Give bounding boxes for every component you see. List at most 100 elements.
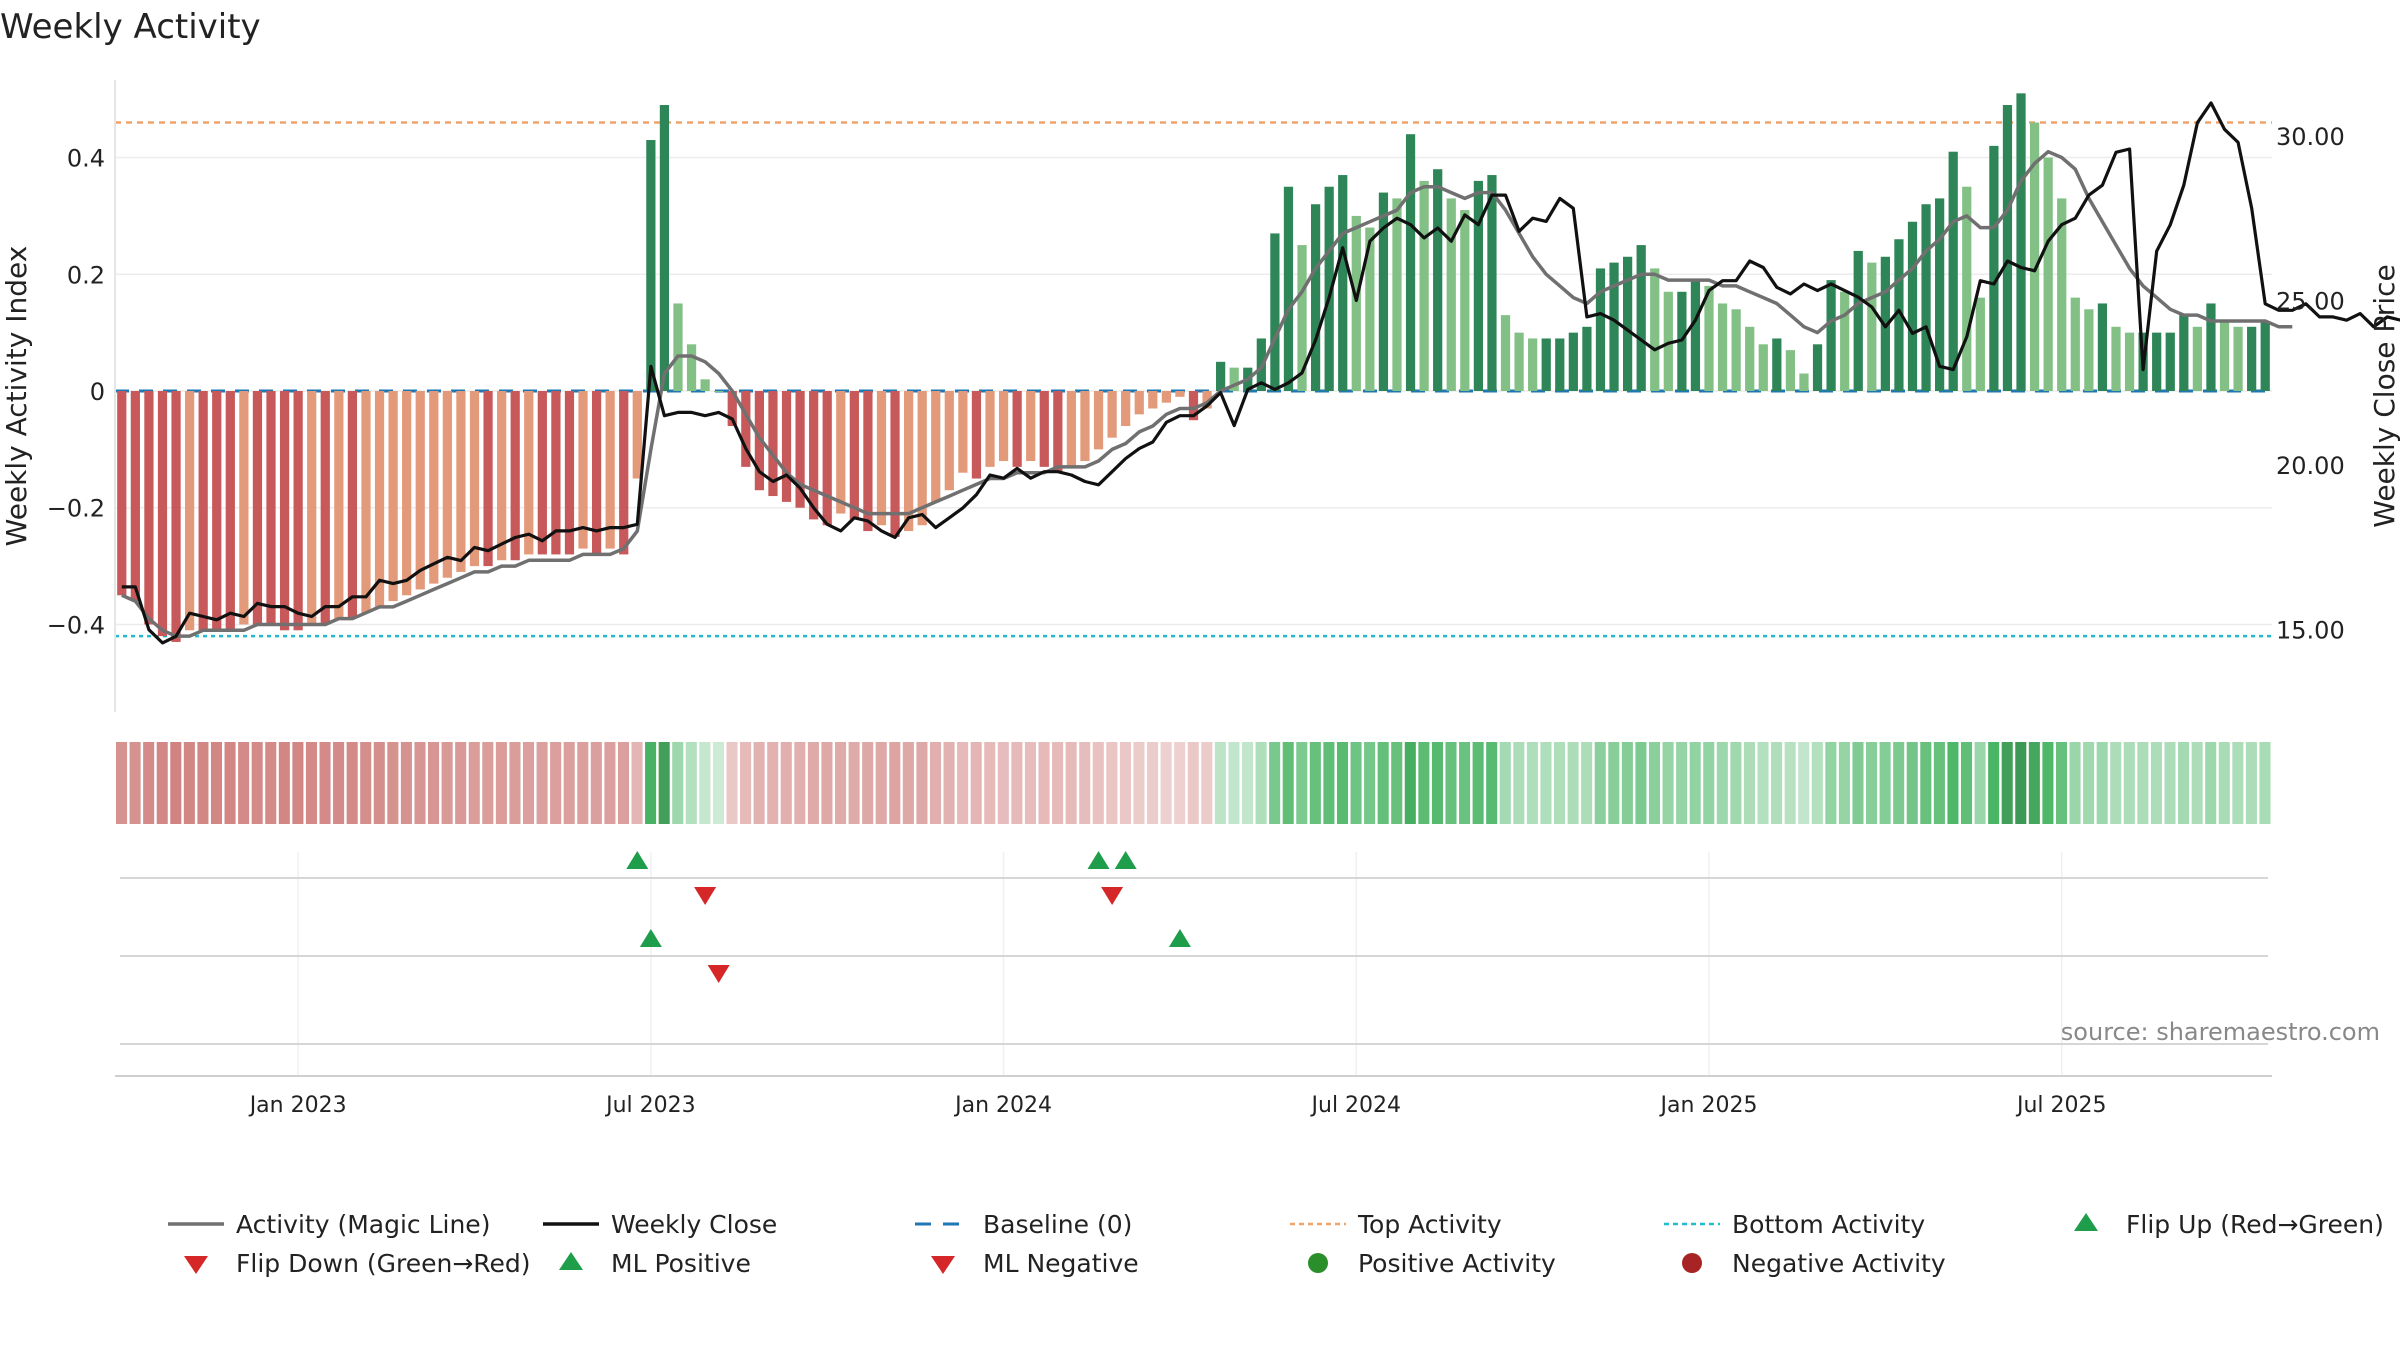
activity-bar [958, 391, 968, 473]
heat-cell [821, 742, 833, 824]
activity-bar [1704, 285, 1714, 391]
legend-label: Positive Activity [1358, 1249, 1556, 1278]
activity-bar [537, 391, 547, 555]
heat-cell [183, 742, 195, 824]
ml-positive-marker [639, 929, 662, 947]
heat-cell [902, 742, 914, 824]
heat-cell [740, 742, 752, 824]
activity-bar [1310, 204, 1321, 391]
heat-cell [495, 742, 507, 824]
heat-cell [1377, 742, 1389, 824]
legend-item: Flip Down (Green→Red) [184, 1249, 531, 1278]
heat-cell [875, 742, 887, 824]
heat-cell [997, 742, 1009, 824]
heat-cell [672, 742, 684, 824]
heat-cell [224, 742, 236, 824]
heat-cell [1486, 742, 1498, 824]
heat-cell [1269, 742, 1281, 824]
activity-bar [1812, 344, 1823, 391]
activity-bar [2179, 315, 2189, 391]
activity-bar [741, 391, 751, 467]
activity-bar [1731, 309, 1741, 391]
heat-cell [1635, 742, 1647, 824]
activity-bar [307, 391, 317, 625]
heat-cell [319, 742, 331, 824]
heat-cell [1689, 742, 1701, 824]
activity-bar [564, 391, 575, 555]
heat-cell [238, 742, 250, 824]
heat-cell [1893, 742, 1905, 824]
heat-cell [1445, 742, 1457, 824]
heat-cell [2150, 742, 2162, 824]
heat-cell [2205, 742, 2217, 824]
flip-down-marker [1101, 887, 1124, 905]
heat-cell [767, 742, 779, 824]
y-axis-label: Weekly Activity Index [0, 246, 33, 547]
activity-bar [1840, 291, 1850, 391]
activity-bar [1826, 280, 1836, 391]
chart-title: Weekly Activity [0, 7, 261, 47]
magic-line [121, 149, 2293, 638]
heat-cell [1757, 742, 1769, 824]
heat-cell [604, 742, 616, 824]
legend-label: Flip Up (Red→Green) [2126, 1210, 2384, 1239]
heat-cell [970, 742, 982, 824]
heat-cell [1336, 742, 1349, 824]
flip-down-marker [694, 887, 717, 905]
heat-cell [726, 742, 738, 824]
activity-bar [1717, 303, 1728, 391]
heat-cell [1866, 742, 1878, 824]
heat-cell [2191, 742, 2203, 824]
heat-cell [1106, 742, 1118, 824]
activity-bar [1785, 350, 1796, 391]
activity-bar [1555, 338, 1565, 391]
activity-bar [1324, 186, 1334, 391]
activity-bar [1283, 186, 1294, 391]
activity-bar [1338, 175, 1348, 391]
activity-bar [320, 391, 330, 625]
heat-cell [1703, 742, 1715, 824]
x-tick-label: Jan 2023 [248, 1093, 347, 1118]
heat-cell [1988, 742, 2000, 824]
activity-bar [971, 391, 982, 479]
heat-cell [1024, 742, 1036, 824]
heat-cell [116, 742, 128, 824]
heat-cell [278, 742, 290, 824]
heat-cell [1771, 742, 1783, 824]
activity-bar [1066, 391, 1077, 467]
activity-bar [1528, 338, 1538, 391]
activity-bar [714, 391, 724, 392]
heat-cell [957, 742, 969, 824]
activity-bar [2043, 157, 2053, 391]
heat-cell [577, 742, 589, 824]
activity-bar [605, 391, 615, 549]
x-tick-label: Jan 2025 [1659, 1093, 1758, 1118]
activity-bar [1053, 391, 1063, 473]
activity-bar [1894, 239, 1904, 391]
legend-item: Weekly Close [543, 1210, 777, 1239]
activity-bar [1229, 367, 1239, 391]
heat-cell [509, 742, 521, 824]
activity-bar [347, 391, 358, 619]
heat-cell [1309, 742, 1321, 824]
lines [121, 101, 2400, 645]
activity-bar [225, 391, 235, 631]
activity-bar [144, 391, 154, 625]
heat-cell [346, 742, 358, 824]
activity-bar [1039, 391, 1049, 467]
heat-cell [305, 742, 317, 824]
heat-cell [1933, 742, 1945, 824]
activity-bar [1107, 391, 1117, 438]
heat-cell [1418, 742, 1430, 824]
axes: −0.4 −0.2 0 0.2 0.4 15.00 20.00 25.00 30.00 [47, 80, 2345, 712]
heat-cell [916, 742, 928, 824]
heat-cell [658, 742, 670, 824]
heat-cell [387, 742, 399, 824]
heat-cell [1065, 742, 1077, 824]
ml-positive-marker [1168, 929, 1191, 947]
heat-cell [1119, 742, 1131, 824]
heat-cell [455, 742, 467, 824]
activity-bar [483, 391, 493, 567]
activity-bar [1026, 391, 1036, 462]
activity-bar [727, 391, 737, 427]
